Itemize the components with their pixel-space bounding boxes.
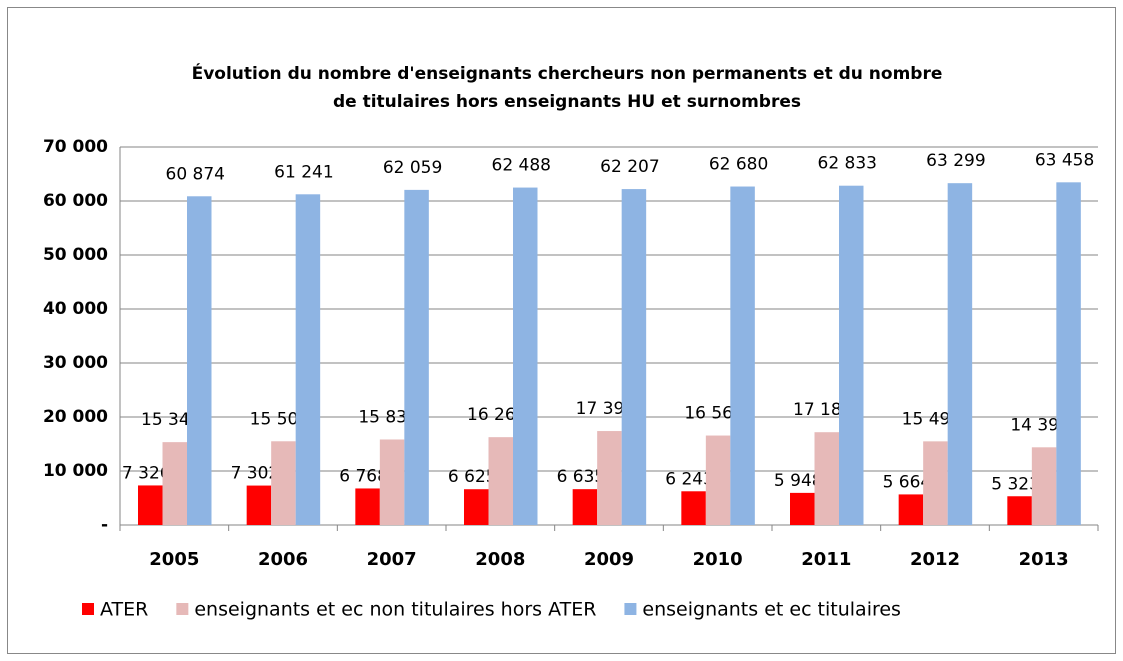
- bar: [187, 196, 212, 525]
- value-label: 7 302: [231, 464, 280, 484]
- x-tick-label: 2009: [584, 549, 634, 570]
- value-label: 5 664: [883, 472, 932, 492]
- bar: [923, 441, 948, 525]
- bar: [790, 492, 815, 525]
- legend-label: enseignants et ec titulaires: [642, 599, 901, 621]
- bar: [621, 189, 647, 525]
- x-tick-label: 2006: [258, 549, 308, 570]
- value-label: 16 566: [684, 404, 743, 424]
- legend-swatch: [624, 603, 637, 615]
- value-label: 15 836: [358, 407, 417, 427]
- bar: [898, 494, 924, 525]
- y-tick-label: 10 000: [43, 461, 108, 481]
- legend-label: enseignants et ec non titulaires hors AT…: [194, 599, 596, 621]
- x-tick-label: 2011: [801, 549, 851, 570]
- value-label: 6 625: [448, 467, 497, 487]
- y-tick-label: 70 000: [43, 137, 108, 157]
- value-label: 62 059: [383, 158, 442, 178]
- y-tick-label: 30 000: [43, 353, 108, 373]
- bar: [271, 441, 296, 525]
- value-label: 14 390: [1010, 415, 1069, 435]
- bar: [730, 186, 755, 525]
- legend-swatch: [176, 603, 189, 615]
- bar: [597, 431, 622, 525]
- x-tick-label: 2008: [475, 549, 525, 570]
- value-label: 6 635: [557, 467, 606, 487]
- bar: [705, 435, 731, 525]
- value-label: 17 399: [576, 399, 635, 419]
- legend-label: ATER: [100, 599, 148, 621]
- value-label: 5 323: [991, 474, 1040, 494]
- value-label: 60 874: [166, 164, 225, 184]
- value-label: 7 326: [122, 463, 171, 483]
- x-tick-label: 2012: [910, 549, 960, 570]
- bar: [379, 439, 405, 525]
- value-label: 15 344: [141, 410, 200, 430]
- bar: [162, 442, 187, 525]
- chart-title: Évolution du nombre d'enseignants cherch…: [192, 62, 943, 84]
- value-label: 6 243: [665, 469, 714, 489]
- x-tick-label: 2007: [367, 549, 417, 570]
- value-label: 5 948: [774, 471, 823, 491]
- y-tick-label: 20 000: [43, 407, 108, 427]
- bar: [1031, 447, 1057, 525]
- bar: [1056, 182, 1081, 526]
- value-label: 17 185: [793, 400, 852, 420]
- bar: [839, 185, 864, 526]
- value-label: 63 299: [926, 151, 985, 171]
- bar: [681, 491, 706, 525]
- bar: [246, 485, 272, 525]
- bar: [138, 485, 163, 525]
- value-label: 62 680: [709, 155, 768, 175]
- y-tick-label: 50 000: [43, 245, 108, 265]
- bar: [404, 189, 429, 525]
- y-tick-label: 40 000: [43, 299, 108, 319]
- bar: [488, 437, 513, 525]
- value-label: 15 504: [250, 409, 309, 429]
- bar: [1007, 496, 1032, 525]
- value-label: 63 458: [1035, 150, 1094, 170]
- value-label: 61 241: [274, 162, 333, 182]
- x-tick-label: 2005: [149, 549, 199, 570]
- bar: [947, 183, 973, 525]
- chart-title: de titulaires hors enseignants HU et sur…: [333, 92, 801, 112]
- bar: [464, 489, 489, 525]
- value-label: 62 488: [492, 156, 551, 176]
- value-label: 16 265: [467, 405, 526, 425]
- x-tick-label: 2013: [1019, 549, 1069, 570]
- y-tick-label: -: [101, 515, 108, 535]
- bar: [295, 194, 321, 526]
- value-label: 62 833: [818, 154, 877, 174]
- y-tick-label: 60 000: [43, 191, 108, 211]
- value-label: 15 491: [902, 409, 961, 429]
- legend-swatch: [82, 603, 94, 615]
- bar: [355, 488, 380, 525]
- bar: [814, 432, 839, 525]
- value-label: 6 768: [339, 466, 388, 486]
- x-tick-label: 2010: [693, 549, 743, 570]
- bar: [513, 187, 538, 525]
- value-label: 62 207: [600, 157, 659, 177]
- bar: [572, 489, 598, 525]
